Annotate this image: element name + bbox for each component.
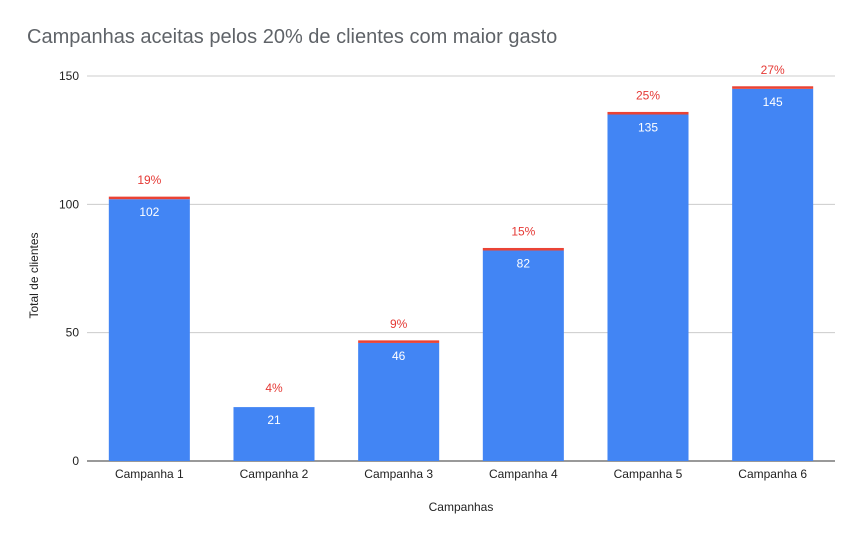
x-tick-label: Campanha 1 (115, 467, 184, 481)
bar-value-label: 135 (638, 121, 658, 135)
x-tick-label: Campanha 4 (489, 467, 558, 481)
bar (732, 88, 814, 461)
percent-label: 4% (265, 381, 283, 395)
x-axis-title: Campanhas (429, 500, 494, 514)
bar-value-label: 82 (517, 257, 531, 271)
bar (358, 342, 440, 461)
bar-value-label: 21 (267, 413, 281, 427)
x-tick-label: Campanha 2 (240, 467, 309, 481)
bar-top-segment (108, 196, 190, 200)
percent-label: 25% (636, 89, 660, 103)
x-tick-label: Campanha 5 (614, 467, 683, 481)
percent-label: 27% (761, 63, 785, 77)
bar-top-segment (607, 111, 689, 115)
bar-top-segment (732, 86, 814, 89)
bar (607, 114, 689, 461)
y-tick-label: 0 (72, 454, 79, 468)
bar-top-segment (482, 247, 564, 251)
percent-label: 19% (137, 173, 161, 187)
bar-value-label: 145 (763, 95, 783, 109)
bar (108, 199, 190, 461)
x-tick-label: Campanha 3 (364, 467, 433, 481)
bar (482, 250, 564, 461)
chart-title: Campanhas aceitas pelos 20% de clientes … (27, 26, 558, 48)
y-axis-title: Total de clientes (27, 232, 41, 318)
bar (233, 407, 315, 461)
y-tick-label: 50 (66, 326, 80, 340)
x-tick-label: Campanha 6 (738, 467, 807, 481)
percent-label: 9% (390, 317, 408, 331)
percent-label: 15% (511, 225, 535, 239)
bar-value-label: 46 (392, 349, 406, 363)
y-tick-label: 100 (59, 197, 79, 211)
bar-top-segment (358, 340, 440, 343)
bar-value-label: 102 (139, 205, 159, 219)
y-tick-label: 150 (59, 69, 79, 83)
